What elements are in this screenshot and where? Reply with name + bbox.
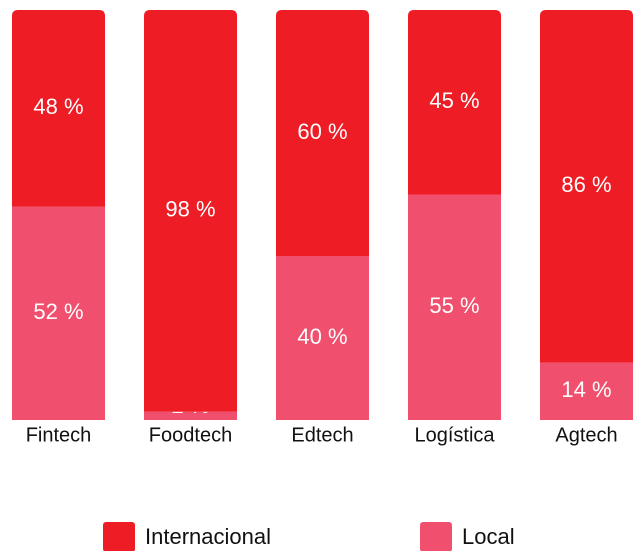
legend-swatch	[103, 522, 135, 551]
value-label: 45 %	[429, 88, 479, 113]
x-tick-label: Logística	[414, 424, 495, 446]
value-label: 40 %	[297, 324, 347, 349]
value-label: 98 %	[165, 197, 215, 222]
legend-label: Internacional	[145, 524, 271, 549]
bar-segment	[144, 10, 237, 412]
value-label: 52 %	[33, 299, 83, 324]
value-label: 48 %	[33, 94, 83, 119]
value-label: 14 %	[561, 377, 611, 402]
bar-segment	[12, 10, 105, 207]
x-tick-label: Foodtech	[149, 424, 232, 446]
value-label: 55 %	[429, 293, 479, 318]
x-tick-label: Fintech	[26, 424, 92, 446]
value-label: 60 %	[297, 119, 347, 144]
x-tick-label: Agtech	[555, 424, 617, 446]
bar-segment	[540, 10, 633, 363]
bar-segment	[276, 10, 369, 256]
bar-segment	[408, 194, 501, 420]
bar-segment	[540, 362, 633, 420]
legend-swatch	[420, 522, 452, 551]
bar-segment	[408, 10, 501, 195]
bar-segment	[144, 411, 237, 420]
x-tick-label: Edtech	[291, 424, 353, 446]
value-label: 86 %	[561, 172, 611, 197]
bar-segment	[276, 256, 369, 420]
bar-segment	[12, 206, 105, 420]
legend-label: Local	[462, 524, 515, 549]
